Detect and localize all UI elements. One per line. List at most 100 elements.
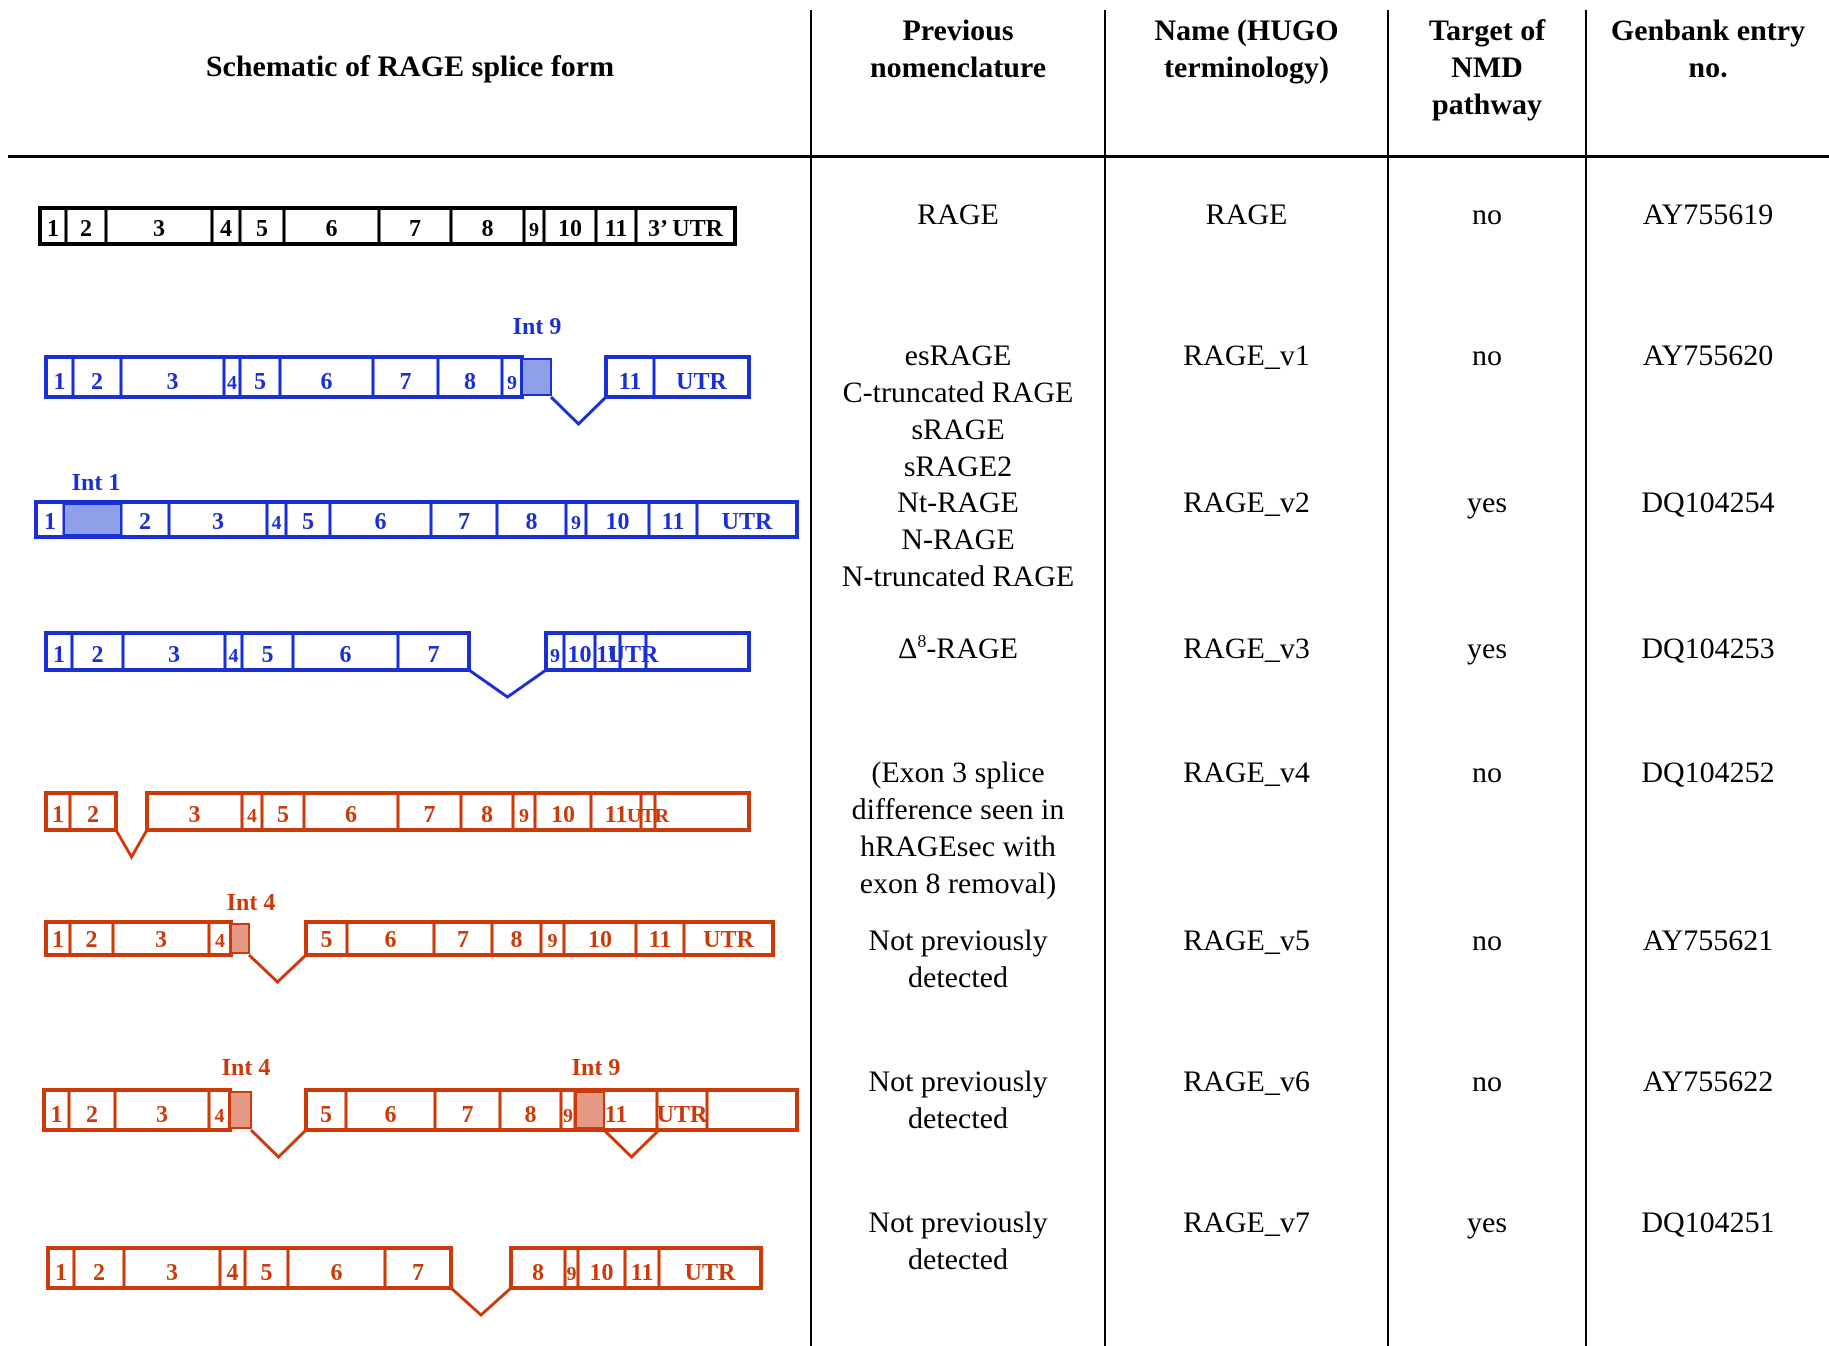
exon-label: 8 <box>525 1102 537 1128</box>
transcript-block <box>46 1246 453 1290</box>
exon-label: 9 <box>519 805 529 827</box>
previous-name-line: detected <box>908 961 1008 994</box>
previous-nomenclature: Δ8-RAGE <box>812 630 1104 667</box>
transcript-block <box>145 791 751 832</box>
exon-label: 6 <box>385 927 397 953</box>
previous-name-line: difference seen in <box>851 793 1065 826</box>
exon-label: 7 <box>412 1260 424 1286</box>
exon-label: UTR <box>627 805 670 827</box>
splice-junction <box>247 953 308 985</box>
previous-name-line: sRAGE2 <box>903 450 1013 483</box>
exon-label: 1 <box>54 369 66 395</box>
header-nmd: Target of NMD pathway <box>1428 14 1546 121</box>
exon-label: 4 <box>272 512 282 534</box>
exon-label: 9 <box>571 512 581 534</box>
retained-intron <box>63 503 122 536</box>
exon-label: 11 <box>605 1102 628 1128</box>
intron-label: Int 1 <box>72 470 121 496</box>
transcript-block <box>34 500 799 539</box>
previous-nomenclature: (Exon 3 splice difference seen in hRAGEsec… <box>812 754 1104 902</box>
nmd-target: no <box>1472 1065 1502 1098</box>
header-schematic: Schematic of RAGE splice form <box>205 50 615 83</box>
exon-label: 9 <box>529 219 539 241</box>
previous-nomenclature: RAGE <box>812 196 1104 233</box>
exon-label: 11 <box>605 802 628 828</box>
exon-label: 7 <box>400 369 412 395</box>
retained-intron <box>575 1091 605 1129</box>
exon-label: 5 <box>321 927 333 953</box>
header-name: Name (HUGO terminology) <box>1154 14 1339 84</box>
previous-name-line: detected <box>908 1102 1008 1135</box>
previous-name-line: exon 8 removal) <box>859 867 1057 900</box>
previous-name-line: Not previously <box>868 1065 1048 1098</box>
exon-label: 2 <box>92 642 104 668</box>
genbank-entry: DQ104252 <box>1641 756 1775 789</box>
nmd-target: no <box>1472 924 1502 957</box>
previous-name-line: (Exon 3 splice <box>871 756 1045 789</box>
genbank-entry: DQ104254 <box>1641 486 1775 519</box>
exon-label: 9 <box>548 930 558 952</box>
previous-name-line: RAGE <box>917 198 999 231</box>
exon-label: 11 <box>631 1260 654 1286</box>
exon-label: 3 <box>153 216 165 242</box>
exon-label: 10 <box>588 927 612 953</box>
hugo-name: RAGE <box>1205 198 1288 231</box>
previous-name-line: sRAGE <box>911 413 1005 446</box>
splice-junction <box>468 668 547 699</box>
exon-label: 2 <box>80 216 92 242</box>
exon-label: 9 <box>507 372 517 394</box>
exon-label: 1 <box>47 216 59 242</box>
previous-name-line: Nt-RAGE <box>897 486 1019 519</box>
exon-label: 8 <box>532 1260 544 1286</box>
nmd-target: yes <box>1467 632 1507 665</box>
genbank-entry: DQ104251 <box>1641 1206 1775 1239</box>
exon-label: 10 <box>558 216 582 242</box>
exon-label: 4 <box>227 372 237 394</box>
exon-label: 1 <box>52 802 64 828</box>
exon-label: 6 <box>326 216 338 242</box>
transcript-block <box>604 355 751 399</box>
nmd-target: no <box>1472 756 1502 789</box>
splice-junction <box>549 395 608 427</box>
exon-label: 11 <box>605 216 628 242</box>
exon-label: 6 <box>331 1260 343 1286</box>
intron-label: Int 4 <box>227 890 276 916</box>
previous-name-line: detected <box>908 1243 1008 1276</box>
exon-label: 3 <box>212 509 224 535</box>
transcript-block <box>44 791 118 832</box>
column-divider <box>1585 10 1587 1346</box>
transcript-block <box>44 920 233 957</box>
exon-label: 2 <box>87 802 99 828</box>
exon-label: 11 <box>662 509 685 535</box>
exon-label: 1 <box>55 1260 67 1286</box>
exon-label: 8 <box>526 509 538 535</box>
exon-label: 10 <box>606 509 630 535</box>
previous-name-line: C-truncated RAGE <box>842 376 1074 409</box>
intron-label: Int 9 <box>572 1055 621 1081</box>
previous-name-line: hRAGEsec with <box>860 830 1056 863</box>
nmd-target: yes <box>1467 486 1507 519</box>
exon-label: 4 <box>229 645 239 667</box>
exon-label: 3 <box>166 1260 178 1286</box>
exon-label: 11 <box>619 369 642 395</box>
exon-label: UTR <box>676 369 727 395</box>
exon-label: 10 <box>568 642 592 668</box>
header-previous: Previous nomenclature <box>869 14 1047 84</box>
previous-name-line: esRAGE <box>904 339 1012 372</box>
exon-label: 9 <box>567 1263 577 1285</box>
exon-label: 4 <box>247 805 257 827</box>
transcript-block <box>44 355 524 399</box>
exon-label: 9 <box>550 645 560 667</box>
exon-label: 7 <box>409 216 421 242</box>
nmd-target: yes <box>1467 1206 1507 1239</box>
splice-junction <box>602 1128 661 1160</box>
splice-junction <box>114 829 149 861</box>
column-divider <box>810 10 812 1346</box>
exon-label: UTR <box>703 927 754 953</box>
column-divider <box>1387 10 1389 1346</box>
exon-label: 2 <box>86 927 98 953</box>
exon-label: 3 <box>189 802 201 828</box>
exon-label: 1 <box>44 509 56 535</box>
exon-label: 7 <box>428 642 440 668</box>
